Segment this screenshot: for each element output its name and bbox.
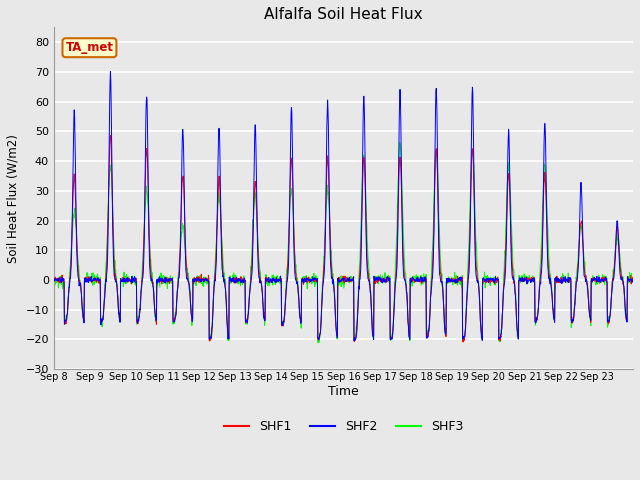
Line: SHF1: SHF1 (54, 135, 633, 342)
SHF2 (622, 312, 630, 318)
SHF2 (317, 307, 325, 313)
SHF3 (329, 275, 337, 280)
SHF1 (629, 275, 637, 280)
Text: TA_met: TA_met (65, 41, 113, 54)
SHF3 (317, 301, 325, 307)
Line: SHF2: SHF2 (54, 72, 633, 341)
SHF2 (50, 276, 58, 282)
SHF2 (141, 205, 148, 211)
SHF3 (566, 277, 573, 283)
SHF1 (481, 277, 488, 283)
SHF3 (314, 340, 322, 346)
SHF3 (622, 315, 630, 321)
SHF2 (481, 278, 488, 284)
Title: Alfalfa Soil Heat Flux: Alfalfa Soil Heat Flux (264, 7, 423, 22)
SHF3 (141, 221, 148, 227)
SHF3 (629, 276, 637, 282)
SHF3 (50, 282, 58, 288)
SHF2 (629, 276, 637, 282)
SHF1 (141, 201, 148, 207)
SHF1 (107, 132, 115, 138)
SHF1 (50, 277, 58, 283)
SHF1 (459, 339, 467, 345)
SHF2 (566, 275, 573, 280)
Line: SHF3: SHF3 (54, 142, 633, 343)
SHF2 (329, 281, 337, 287)
Legend: SHF1, SHF2, SHF3: SHF1, SHF2, SHF3 (219, 415, 468, 438)
SHF2 (107, 69, 115, 74)
SHF1 (329, 277, 337, 283)
SHF3 (396, 139, 403, 145)
SHF3 (481, 269, 488, 275)
SHF1 (317, 304, 325, 310)
SHF1 (622, 314, 630, 320)
SHF1 (566, 279, 573, 285)
X-axis label: Time: Time (328, 385, 359, 398)
SHF2 (350, 338, 358, 344)
Y-axis label: Soil Heat Flux (W/m2): Soil Heat Flux (W/m2) (7, 134, 20, 263)
